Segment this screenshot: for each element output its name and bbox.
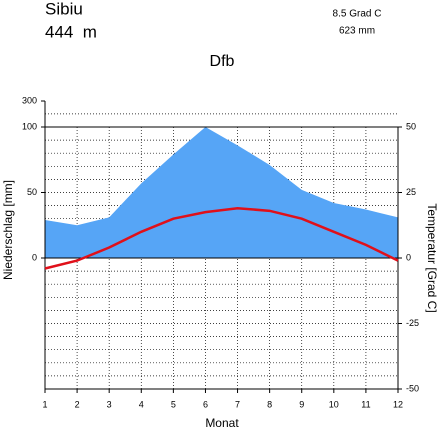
- x-tick-label: 4: [139, 399, 144, 409]
- station-name: Sibiu: [45, 0, 83, 18]
- x-tick-label: 6: [203, 399, 208, 409]
- x-tick-label: 10: [329, 399, 339, 409]
- x-tick-label: 5: [171, 399, 176, 409]
- y2-axis-label: Temperatur [Grad C]: [425, 203, 439, 312]
- x-tick-label: 1: [42, 399, 47, 409]
- x-tick-label: 8: [267, 399, 272, 409]
- annual-precipitation: 623 mm: [339, 26, 375, 37]
- x-tick-label: 7: [235, 399, 240, 409]
- x-tick-label: 9: [299, 399, 304, 409]
- y2-tick-label: 25: [406, 187, 416, 197]
- climate-class: Dfb: [210, 53, 235, 70]
- y-tick-label: 50: [27, 187, 37, 197]
- y-tick-label: 0: [32, 252, 37, 262]
- y-tick-label: 100: [22, 121, 37, 131]
- temperature-line: [44, 206, 399, 270]
- y2-tick-label: -25: [406, 318, 419, 328]
- x-tick-label: 11: [361, 399, 370, 409]
- x-axis-label: Monat: [205, 416, 239, 430]
- y2-tick-label: 50: [406, 121, 416, 131]
- elevation: 444 m: [45, 22, 97, 41]
- y-axis-label: Niederschlag [mm]: [1, 180, 15, 280]
- precipitation-area: [45, 127, 398, 258]
- x-tick-label: 2: [75, 399, 80, 409]
- y2-tick-label: -50: [406, 383, 419, 393]
- y2-tick-label: 0: [406, 252, 411, 262]
- x-tick-label: 3: [107, 399, 112, 409]
- x-tick-label: 12: [393, 399, 403, 409]
- mean-temperature: 8.5 Grad C: [333, 9, 382, 20]
- y-tick-label: 300: [22, 95, 37, 105]
